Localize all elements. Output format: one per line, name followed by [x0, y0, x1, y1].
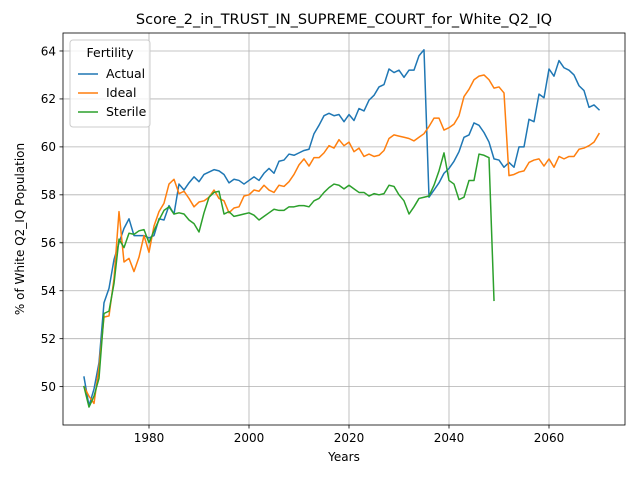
legend-box — [69, 39, 151, 128]
x-tick-label: 2060 — [534, 431, 565, 445]
legend-label-actual: Actual — [106, 66, 145, 81]
legend-title: Fertility — [87, 45, 135, 60]
y-tick-label: 58 — [41, 188, 56, 202]
x-tick-label: 1980 — [134, 431, 165, 445]
legend: Fertility Actual Ideal Sterile — [69, 39, 151, 128]
y-tick-label: 56 — [41, 236, 56, 250]
y-tick-label: 64 — [41, 44, 56, 58]
series-line-sterile — [83, 152, 495, 408]
x-axis: 1980 2000 2020 2040 2060 — [134, 425, 565, 445]
y-tick-label: 60 — [41, 140, 56, 154]
plot-frame — [62, 32, 626, 426]
y-tick-label: 52 — [41, 332, 56, 346]
y-axis: 50 52 54 56 58 60 62 64 — [41, 44, 63, 394]
y-tick-label: 50 — [41, 380, 56, 394]
y-tick-label: 62 — [41, 92, 56, 106]
y-axis-label: % of White Q2_IQ Population — [13, 143, 27, 315]
x-axis-label: Years — [327, 450, 360, 464]
chart-title: Score_2_in_TRUST_IN_SUPREME_COURT_for_Wh… — [136, 12, 552, 28]
grid-lines — [63, 33, 625, 425]
series-lines — [82, 49, 601, 408]
legend-items: Actual Ideal Sterile — [78, 66, 147, 119]
series-line-ideal — [82, 74, 601, 405]
x-tick-label: 2040 — [434, 431, 465, 445]
legend-label-sterile: Sterile — [106, 104, 147, 119]
legend-label-ideal: Ideal — [106, 85, 136, 100]
x-tick-label: 2020 — [334, 431, 365, 445]
y-tick-label: 54 — [41, 284, 56, 298]
x-tick-label: 2000 — [234, 431, 265, 445]
